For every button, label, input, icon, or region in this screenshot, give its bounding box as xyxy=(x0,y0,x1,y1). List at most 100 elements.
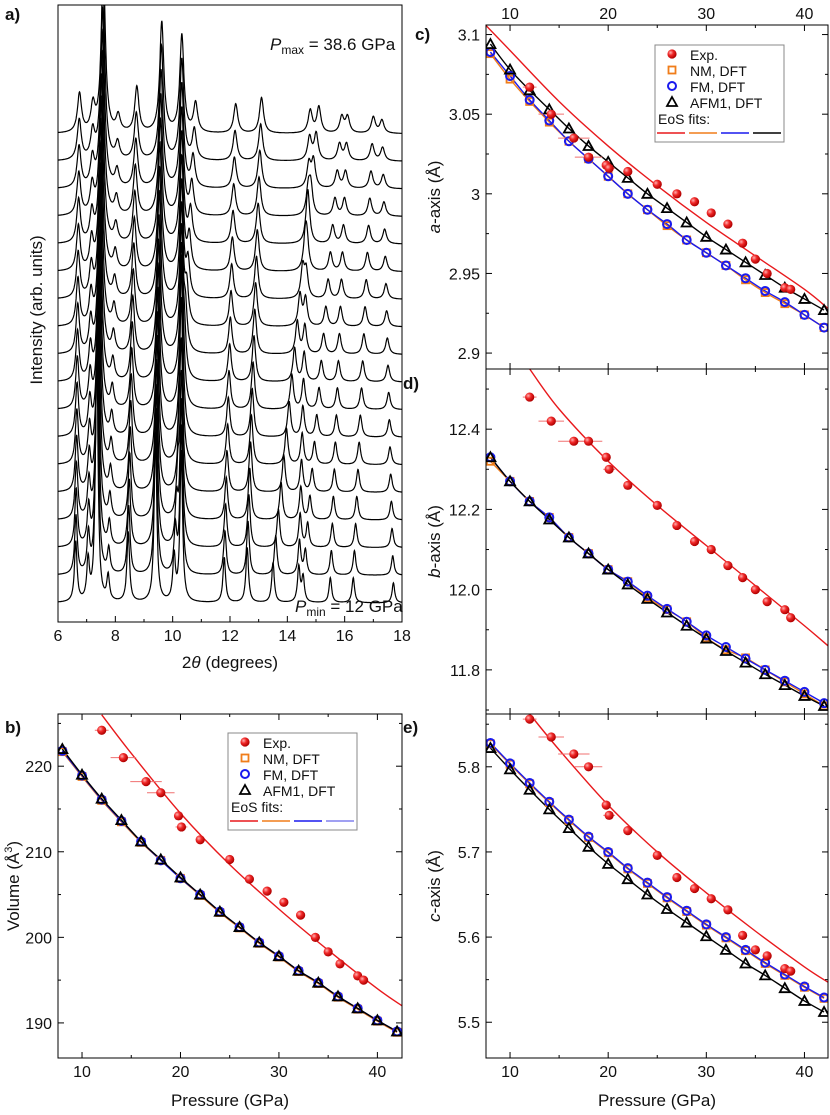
data-point-afm1 xyxy=(292,963,306,976)
data-point-exp xyxy=(652,179,662,189)
plot-frame-4 xyxy=(485,713,829,1059)
plot-frame-a xyxy=(57,4,403,623)
data-point-exp xyxy=(786,284,796,294)
data-point-exp xyxy=(569,436,579,446)
x-tick-label: 30 xyxy=(270,1064,288,1081)
data-point-exp xyxy=(118,753,128,763)
y-axis-label-4: c-axis (Å) xyxy=(425,850,444,922)
data-point-fm xyxy=(662,219,673,230)
legend-marker xyxy=(667,49,677,59)
data-point-exp xyxy=(750,585,760,595)
data-point-fm xyxy=(799,309,810,320)
x-tick-label: 14 xyxy=(278,628,296,645)
data-point-fm xyxy=(819,992,828,1003)
legend-label: Exp. xyxy=(263,735,291,751)
data-point-exp xyxy=(750,945,760,955)
panel-label-2: c) xyxy=(415,25,430,44)
panel-label-3: d) xyxy=(403,374,419,393)
data-point-exp xyxy=(723,905,733,915)
data-point-fm xyxy=(740,653,751,664)
data-point-exp xyxy=(623,480,633,490)
data-point-fm xyxy=(603,846,614,857)
data-point-afm1 xyxy=(213,904,227,917)
data-point-afm1 xyxy=(562,121,576,134)
xrd-pattern-3 xyxy=(58,296,402,548)
xrd-pattern-17 xyxy=(58,5,402,162)
data-point-afm1 xyxy=(486,37,497,50)
x-tick-label-top: 40 xyxy=(796,6,814,23)
text-part: -axis (Å) xyxy=(425,161,444,224)
eos-fit-afm1 xyxy=(489,747,825,1013)
plot-area-1 xyxy=(58,714,402,1037)
data-point-exp xyxy=(689,197,700,207)
legend-label: Exp. xyxy=(690,47,718,63)
data-point-fm xyxy=(740,944,751,955)
panel-label-1: b) xyxy=(5,718,21,737)
data-point-exp xyxy=(525,392,535,402)
legend-marker xyxy=(665,95,679,107)
data-point-afm1 xyxy=(173,870,188,883)
data-point-afm1 xyxy=(660,605,674,618)
data-point-afm1 xyxy=(562,530,576,543)
x-tick-label: 16 xyxy=(336,628,354,645)
data-point-afm1 xyxy=(503,62,517,75)
panel-label-4: e) xyxy=(403,718,418,737)
text-part: (degrees) xyxy=(201,653,278,672)
data-point-fm xyxy=(505,70,516,81)
text-part: = 38.6 GPa xyxy=(304,35,396,54)
x-tick-label: 10 xyxy=(73,1064,91,1081)
data-point-fm xyxy=(662,892,673,903)
data-point-exp xyxy=(652,850,662,860)
data-point-fm xyxy=(819,322,828,333)
data-point-exp xyxy=(604,464,614,474)
data-point-afm1 xyxy=(503,474,517,487)
y-tick-label: 190 xyxy=(25,1016,52,1033)
eos-fit-fm xyxy=(489,456,825,704)
data-point-afm1 xyxy=(719,943,733,955)
data-point-exp xyxy=(569,749,579,759)
data-point-afm1 xyxy=(797,994,811,1006)
text-part: max xyxy=(281,43,304,57)
plot-area-4 xyxy=(486,714,828,1017)
data-point-exp xyxy=(706,544,716,555)
data-point-fm xyxy=(799,981,810,992)
data-point-exp xyxy=(762,951,772,961)
data-point-afm1 xyxy=(252,935,266,948)
text-part: -axis (Å) xyxy=(425,850,444,913)
data-point-afm1 xyxy=(621,577,635,590)
data-point-afm1 xyxy=(542,802,556,815)
data-point-fm xyxy=(779,675,790,686)
data-point-afm1 xyxy=(758,968,772,981)
xrd-pattern-4 xyxy=(58,273,402,521)
xrd-pattern-12 xyxy=(58,95,402,300)
data-point-afm1 xyxy=(719,242,733,255)
text-part: ) xyxy=(4,841,23,847)
xrd-pattern-6 xyxy=(58,229,402,466)
data-point-afm1 xyxy=(486,741,497,753)
data-point-afm1 xyxy=(797,292,811,304)
data-point-exp xyxy=(525,714,535,724)
eos-fit-nm xyxy=(489,743,825,1000)
data-point-fm xyxy=(524,94,535,105)
data-point-afm1 xyxy=(370,1013,384,1026)
data-point-exp xyxy=(195,835,205,845)
data-point-fm xyxy=(720,260,731,271)
data-point-fm xyxy=(642,590,653,601)
data-point-fm xyxy=(720,642,731,653)
data-point-exp xyxy=(295,910,306,920)
text-part: Volume (Å xyxy=(4,852,23,931)
xrd-pattern-13 xyxy=(58,73,402,272)
data-point-exp xyxy=(225,854,235,865)
x-tick-label: 8 xyxy=(111,628,120,645)
legend-label: NM, DFT xyxy=(263,751,320,767)
data-point-exp xyxy=(525,82,535,92)
eos-fit-nm xyxy=(489,53,825,329)
text-part: a xyxy=(425,224,444,233)
legend-label: NM, DFT xyxy=(690,63,747,79)
data-point-afm1 xyxy=(640,592,654,604)
legend-box xyxy=(654,44,785,143)
data-point-exp xyxy=(604,163,614,173)
data-point-afm1 xyxy=(817,699,828,711)
data-point-exp xyxy=(310,932,320,942)
data-point-afm1 xyxy=(640,887,654,900)
